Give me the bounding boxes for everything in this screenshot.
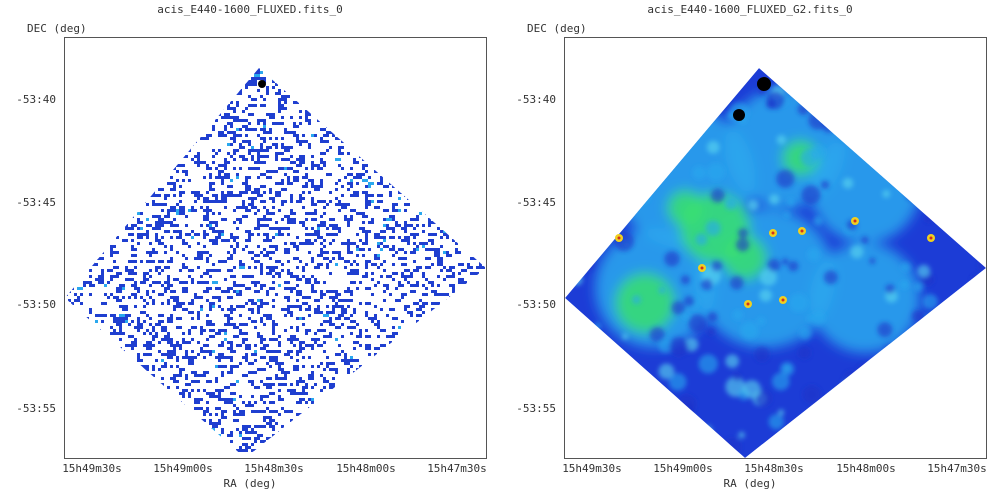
y-axis-label: DEC (deg) [27, 22, 87, 35]
y-tick-label: -53:50 [516, 298, 556, 311]
x-tick-label: 15h49m00s [653, 462, 713, 475]
panel-title: acis_E440-1600_FLUXED.fits_0 [157, 3, 343, 16]
y-tick-label: -53:45 [16, 196, 56, 209]
x-tick-label: 15h47m30s [927, 462, 987, 475]
image-panel-right: acis_E440-1600_FLUXED_G2.fits_0 DEC (deg… [500, 0, 1000, 499]
y-tick-label: -53:50 [16, 298, 56, 311]
y-tick-label: -53:45 [516, 196, 556, 209]
x-tick-label: 15h48m00s [836, 462, 896, 475]
y-tick-label: -53:55 [16, 402, 56, 415]
x-axis-label: RA (deg) [223, 477, 277, 490]
image-canvas-smoothed[interactable] [564, 37, 987, 459]
x-tick-label: 15h48m30s [244, 462, 304, 475]
y-axis-label: DEC (deg) [527, 22, 587, 35]
fluxed-image [65, 68, 486, 458]
x-tick-label: 15h47m30s [427, 462, 487, 475]
x-tick-label: 15h49m30s [62, 462, 122, 475]
y-tick-label: -53:40 [516, 93, 556, 106]
x-tick-label: 15h49m00s [153, 462, 213, 475]
x-axis-label: RA (deg) [723, 477, 777, 490]
y-tick-label: -53:40 [16, 93, 56, 106]
x-tick-label: 15h48m00s [336, 462, 396, 475]
image-panel-left: acis_E440-1600_FLUXED.fits_0 DEC (deg) -… [16, 3, 487, 490]
smoothed-image [565, 68, 986, 458]
panel-title: acis_E440-1600_FLUXED_G2.fits_0 [647, 3, 853, 16]
y-tick-label: -53:55 [516, 402, 556, 415]
x-tick-label: 15h49m30s [562, 462, 622, 475]
x-tick-label: 15h48m30s [744, 462, 804, 475]
image-canvas-fluxed[interactable] [64, 37, 487, 459]
